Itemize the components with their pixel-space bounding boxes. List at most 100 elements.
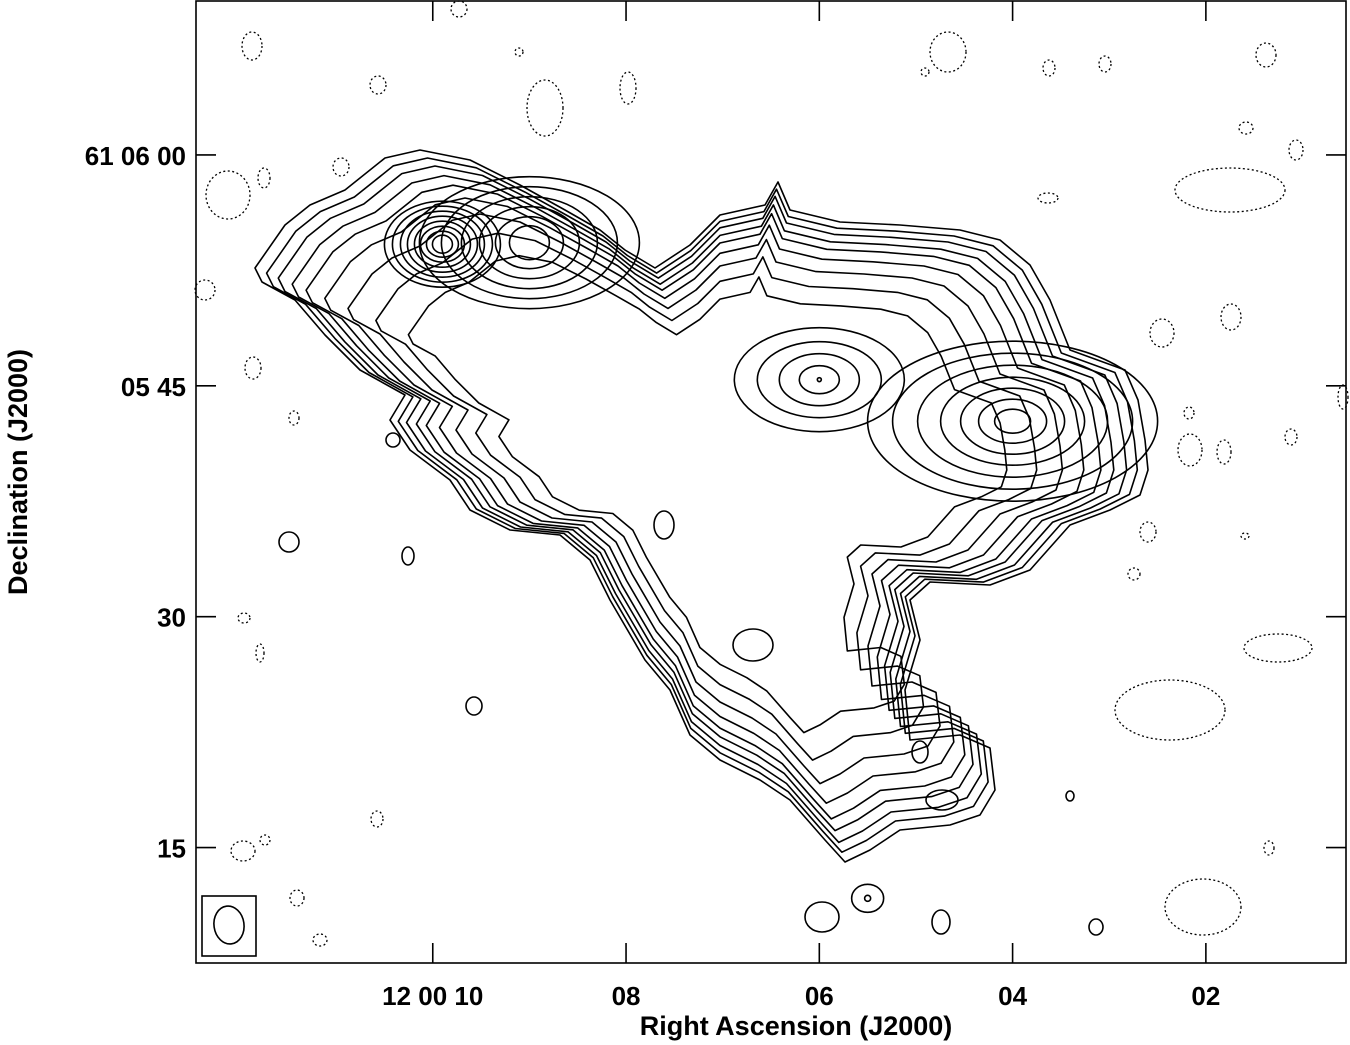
negative-contour	[1098, 55, 1112, 73]
negative-contour	[259, 834, 271, 846]
peak-1-contour	[399, 210, 486, 278]
peak-1-contour	[419, 225, 466, 263]
peak-4-contour	[959, 387, 1066, 456]
peak-3-contour	[733, 326, 906, 433]
negative-contour-layer	[194, 0, 1349, 947]
negative-contour	[194, 279, 216, 301]
noise-contour	[1088, 918, 1104, 936]
negative-contour	[1243, 633, 1313, 663]
noise-contour	[925, 789, 959, 811]
noise-contour	[653, 510, 675, 540]
peak-4-contour	[993, 408, 1032, 435]
y-tick-label: 61 06 00	[85, 141, 186, 171]
negative-contour	[450, 0, 468, 18]
noise-contour	[465, 696, 483, 716]
negative-contour	[1216, 439, 1232, 465]
x-tick-label: 02	[1191, 981, 1220, 1011]
negative-contour	[205, 170, 251, 220]
negative-contour	[257, 167, 271, 189]
negative-contour	[1164, 878, 1242, 936]
negative-contour	[312, 933, 328, 947]
peak-1-contour	[413, 220, 472, 268]
beam-frame	[201, 895, 257, 957]
negative-contour	[230, 840, 256, 862]
x-tick-label: 08	[612, 981, 641, 1011]
noise-contour	[804, 901, 840, 933]
negative-contour	[1240, 532, 1250, 540]
noise-contour	[385, 432, 401, 448]
negative-contour	[1238, 121, 1254, 135]
negative-contour	[289, 889, 305, 907]
y-tick-label: 30	[157, 603, 186, 633]
contour-level-1	[254, 149, 1149, 863]
negative-contour	[1177, 433, 1203, 467]
peak-3-contour	[756, 340, 883, 419]
contour-level-6	[324, 197, 1085, 804]
negative-contour	[237, 612, 251, 624]
negative-contour	[1174, 167, 1286, 213]
negative-contour	[619, 71, 637, 105]
negative-contour	[1220, 303, 1242, 331]
y-tick-label: 05 45	[121, 372, 186, 402]
contour-level-5	[305, 184, 1102, 820]
peak-4-contour	[939, 376, 1086, 467]
peak-2-contour	[508, 224, 551, 261]
noise-contour	[931, 909, 951, 935]
negative-contour	[526, 79, 564, 137]
noise-contour	[401, 546, 415, 566]
peak-5-contour	[863, 894, 872, 903]
x-axis-title: Right Ascension (J2000)	[640, 1011, 953, 1041]
negative-contour	[1263, 840, 1275, 856]
contour-level-4	[291, 174, 1115, 832]
contour-level-2	[265, 157, 1139, 853]
contour-level-7	[347, 213, 1064, 785]
peak-4-contour	[977, 398, 1048, 445]
plot-frame	[195, 0, 1347, 964]
negative-contour	[244, 356, 262, 380]
negative-contour	[1127, 567, 1141, 581]
negative-contour	[920, 67, 930, 77]
x-tick-label: 12 00 10	[382, 981, 483, 1011]
y-tick-label: 15	[157, 834, 186, 864]
negative-contour	[255, 643, 265, 663]
peak-3-contour	[816, 376, 823, 383]
noise-contour	[732, 628, 774, 662]
negative-contour	[288, 410, 300, 426]
negative-contour	[1139, 521, 1157, 543]
negative-contour	[1042, 59, 1056, 77]
negative-contour	[1149, 318, 1175, 348]
negative-contour	[369, 75, 387, 95]
peak-4-contour	[916, 364, 1109, 479]
negative-contour	[1255, 42, 1277, 68]
peak-4-contour	[891, 352, 1134, 491]
noise-contour	[1065, 790, 1075, 802]
negative-contour	[1284, 428, 1298, 446]
contour-level-8	[375, 232, 1038, 761]
negative-contour	[1114, 679, 1226, 741]
noise-contour	[278, 531, 300, 553]
contour-layer	[254, 149, 1159, 936]
x-ticks: 12 00 10 08 06 04 02	[382, 1, 1220, 1011]
contour-level-3	[277, 165, 1128, 844]
peak-2-contour	[494, 215, 565, 270]
peak-3-contour	[778, 352, 861, 407]
negative-contour	[929, 31, 967, 73]
peak-5-contour	[850, 883, 885, 914]
peak-2-contour	[418, 175, 641, 310]
negative-contour	[370, 810, 384, 828]
peak-1-contour	[383, 200, 502, 288]
peak-2-contour	[478, 205, 581, 280]
y-axis-title: Declination (J2000)	[3, 349, 33, 595]
beam-ellipse	[213, 905, 245, 945]
negative-contour	[1037, 192, 1059, 204]
peak-2-contour	[460, 195, 599, 290]
noise-contour	[911, 740, 929, 764]
peak-1-contour	[406, 215, 479, 273]
negative-contour	[514, 47, 524, 57]
negative-contour	[1288, 139, 1304, 161]
beam-box	[201, 895, 257, 957]
peak-3-contour	[798, 364, 841, 395]
negative-contour	[332, 157, 350, 177]
x-tick-label: 04	[998, 981, 1027, 1011]
